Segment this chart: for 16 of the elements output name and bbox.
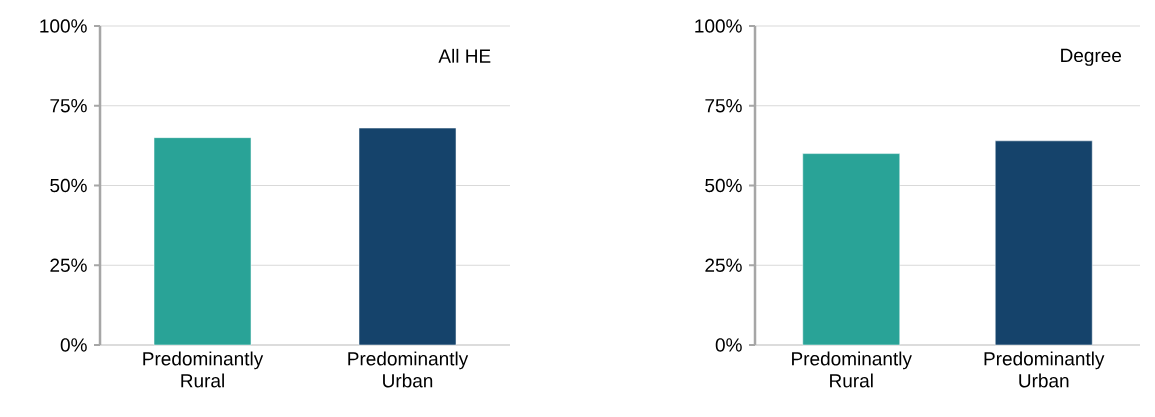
- x-tick-label: Predominantly Urban: [348, 351, 469, 388]
- y-tick-label: 50%: [705, 178, 742, 193]
- y-tick-label: 0%: [715, 338, 742, 352]
- x-tick-label: Predominantly Urban: [984, 351, 1105, 388]
- text: All HE: [438, 48, 491, 63]
- x-tick-label: Predominantly Rural: [143, 351, 264, 388]
- y-tick-label: 0%: [60, 338, 87, 352]
- y-tick-label: 25%: [705, 258, 742, 272]
- y-tick-label: 75%: [50, 99, 87, 113]
- y-tick-label: 100%: [695, 19, 742, 33]
- y-tick-label: 25%: [50, 258, 87, 272]
- y-tick-label: 75%: [705, 99, 742, 113]
- y-tick-label: 100%: [40, 19, 87, 33]
- y-tick-label: 50%: [50, 178, 87, 193]
- text: Degree: [1061, 48, 1122, 66]
- x-tick-label: Predominantly Rural: [792, 351, 912, 388]
